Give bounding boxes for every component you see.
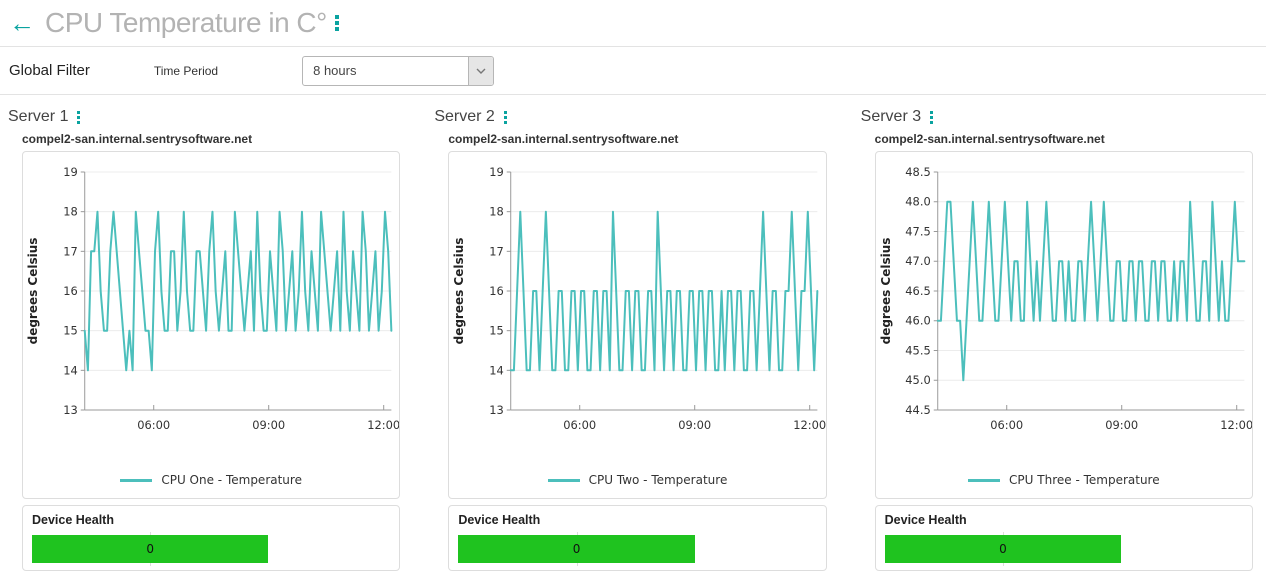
device-health-gauge: 0 (32, 532, 269, 566)
device-health-panel: Device Health 0 (22, 505, 401, 571)
global-filter-bar: Global Filter Time Period 8 hours (0, 47, 1266, 95)
svg-text:degrees Celsius: degrees Celsius (26, 238, 40, 345)
svg-text:19: 19 (63, 165, 78, 179)
device-health-bar: 0 (884, 535, 1122, 563)
svg-text:44.5: 44.5 (905, 403, 930, 417)
svg-text:17: 17 (490, 244, 505, 258)
svg-text:06:00: 06:00 (137, 418, 170, 432)
temperature-chart-panel: 13 14 15 16 17 18 19 06:00 09:00 12:00 degrees Cel… (22, 151, 401, 501)
back-arrow-icon[interactable]: ← (9, 8, 35, 38)
device-health-gauge: 0 (458, 532, 695, 566)
device-health-panel: Device Health 0 (874, 505, 1253, 571)
svg-text:17: 17 (63, 244, 78, 258)
svg-text:46.5: 46.5 (905, 284, 930, 298)
chart-legend: CPU Three - Temperature (876, 459, 1252, 501)
svg-text:09:00: 09:00 (1105, 418, 1138, 432)
page-header: ← CPU Temperature in C° (0, 0, 1266, 47)
hostname: compel2-san.internal.sentrysoftware.net (448, 132, 679, 146)
svg-text:06:00: 06:00 (564, 418, 597, 432)
widget-menu-kebab-icon[interactable] (77, 111, 81, 124)
svg-text:15: 15 (63, 324, 78, 338)
chart-legend: CPU Two - Temperature (449, 459, 825, 501)
server-name: Server 2 (434, 108, 495, 125)
legend-label: CPU Two - Temperature (588, 473, 728, 487)
svg-text:15: 15 (490, 324, 505, 338)
widget-menu-kebab-icon[interactable] (930, 111, 934, 124)
svg-text:degrees Celsius: degrees Celsius (879, 238, 893, 345)
legend-label: CPU Three - Temperature (1009, 473, 1160, 487)
legend-label: CPU One - Temperature (161, 473, 302, 487)
server-column: Server 1 compel2-san.internal.sentrysoft… (8, 108, 401, 571)
dashboard-grid: Server 1 compel2-san.internal.sentrysoft… (0, 95, 1266, 571)
svg-text:18: 18 (490, 205, 505, 219)
temperature-line-chart: 44.5 45.0 45.5 46.0 46.5 47.0 47.5 48.0 48.5 06:0… (879, 165, 1253, 432)
svg-text:12:00: 12:00 (1220, 418, 1252, 432)
page-menu-kebab-icon[interactable] (334, 15, 339, 31)
temperature-line-chart: 13 14 15 16 17 18 19 06:00 09:00 12:00 degrees Cel… (452, 165, 826, 432)
time-period-select[interactable]: 8 hours (302, 55, 495, 86)
server-name: Server 3 (860, 108, 922, 125)
svg-text:47.5: 47.5 (905, 224, 930, 238)
svg-text:13: 13 (63, 403, 78, 417)
device-health-bar: 0 (458, 535, 695, 563)
widget-menu-kebab-icon[interactable] (503, 111, 507, 124)
server-name: Server 1 (8, 108, 69, 125)
device-health-gauge: 0 (884, 532, 1122, 566)
server-column: Server 2 compel2-san.internal.sentrysoft… (434, 108, 827, 571)
chevron-down-icon (468, 56, 494, 85)
time-period-value: 8 hours (313, 63, 357, 78)
temperature-chart-panel: 13 14 15 16 17 18 19 06:00 09:00 12:00 degrees Cel… (448, 151, 827, 501)
global-filter-label: Global Filter (9, 62, 90, 79)
server-title-row: Server 3 (861, 108, 1253, 126)
svg-text:14: 14 (490, 363, 505, 377)
device-health-label: Device Health (32, 513, 114, 527)
svg-text:45.5: 45.5 (905, 343, 930, 357)
svg-text:45.0: 45.0 (905, 373, 930, 387)
hostname: compel2-san.internal.sentrysoftware.net (874, 132, 1105, 146)
svg-text:09:00: 09:00 (679, 418, 712, 432)
device-health-label: Device Health (458, 513, 541, 527)
hostname: compel2-san.internal.sentrysoftware.net (22, 132, 253, 146)
legend-line-swatch (968, 478, 1001, 482)
svg-text:18: 18 (63, 205, 78, 219)
device-health-bar: 0 (32, 535, 269, 563)
svg-text:14: 14 (63, 363, 78, 377)
server-column: Server 3 compel2-san.internal.sentrysoft… (861, 108, 1253, 571)
time-period-label: Time Period (153, 63, 219, 78)
device-health-panel: Device Health 0 (448, 505, 827, 571)
chart-legend: CPU One - Temperature (23, 459, 399, 501)
temperature-chart-panel: 44.5 45.0 45.5 46.0 46.5 47.0 47.5 48.0 48.5 06:0… (874, 151, 1253, 501)
svg-text:16: 16 (490, 284, 505, 298)
svg-text:13: 13 (490, 403, 505, 417)
svg-text:12:00: 12:00 (794, 418, 826, 432)
server-title-row: Server 1 (8, 108, 400, 126)
device-health-label: Device Health (884, 513, 967, 527)
svg-text:degrees Celsius: degrees Celsius (452, 238, 466, 345)
legend-line-swatch (120, 478, 153, 482)
svg-text:12:00: 12:00 (367, 418, 399, 432)
svg-text:47.0: 47.0 (905, 254, 930, 268)
svg-text:46.0: 46.0 (905, 314, 930, 328)
svg-text:16: 16 (63, 284, 78, 298)
page-title: CPU Temperature in C° (45, 7, 327, 38)
legend-line-swatch (547, 478, 580, 482)
temperature-line-chart: 13 14 15 16 17 18 19 06:00 09:00 12:00 degrees Cel… (26, 165, 400, 432)
svg-text:48.5: 48.5 (905, 165, 930, 179)
svg-text:48.0: 48.0 (905, 195, 930, 209)
svg-text:06:00: 06:00 (990, 418, 1023, 432)
svg-text:09:00: 09:00 (252, 418, 285, 432)
server-title-row: Server 2 (434, 108, 826, 126)
svg-text:19: 19 (490, 165, 505, 179)
